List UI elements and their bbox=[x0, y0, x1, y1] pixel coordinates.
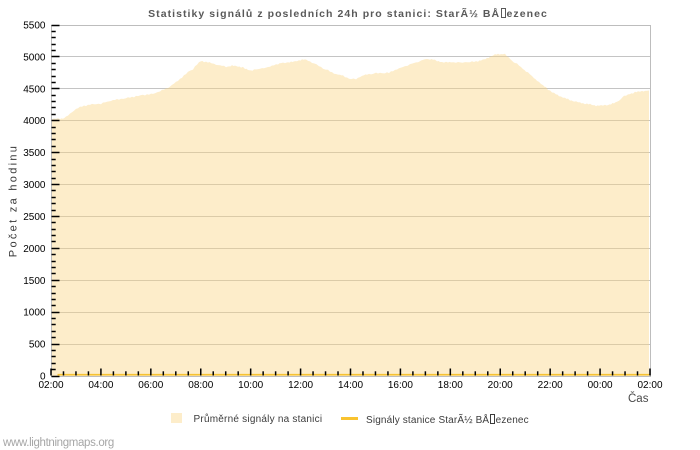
svg-text:06:00: 06:00 bbox=[138, 380, 163, 391]
svg-text:0: 0 bbox=[40, 372, 46, 383]
svg-text:16:00: 16:00 bbox=[388, 380, 413, 391]
svg-text:4000: 4000 bbox=[23, 116, 46, 127]
svg-text:02:00: 02:00 bbox=[637, 380, 662, 391]
svg-text:1000: 1000 bbox=[23, 308, 46, 319]
svg-text:00:00: 00:00 bbox=[588, 380, 613, 391]
svg-text:02:00: 02:00 bbox=[38, 380, 63, 391]
svg-text:Počet za hodinu: Počet za hodinu bbox=[8, 144, 20, 257]
svg-text:08:00: 08:00 bbox=[188, 380, 213, 391]
svg-text:500: 500 bbox=[29, 340, 46, 351]
svg-text:1500: 1500 bbox=[23, 276, 46, 287]
svg-text:12:00: 12:00 bbox=[288, 380, 313, 391]
svg-text:5500: 5500 bbox=[23, 21, 46, 32]
svg-text:18:00: 18:00 bbox=[438, 380, 463, 391]
svg-text:20:00: 20:00 bbox=[488, 380, 513, 391]
svg-text:5000: 5000 bbox=[23, 52, 46, 63]
svg-text:4500: 4500 bbox=[23, 84, 46, 95]
svg-text:3000: 3000 bbox=[23, 180, 46, 191]
svg-text:22:00: 22:00 bbox=[538, 380, 563, 391]
svg-text:3500: 3500 bbox=[23, 148, 46, 159]
svg-text:10:00: 10:00 bbox=[238, 380, 263, 391]
svg-text:14:00: 14:00 bbox=[338, 380, 363, 391]
svg-text:2500: 2500 bbox=[23, 212, 46, 223]
svg-text:04:00: 04:00 bbox=[88, 380, 113, 391]
svg-text:2000: 2000 bbox=[23, 244, 46, 255]
